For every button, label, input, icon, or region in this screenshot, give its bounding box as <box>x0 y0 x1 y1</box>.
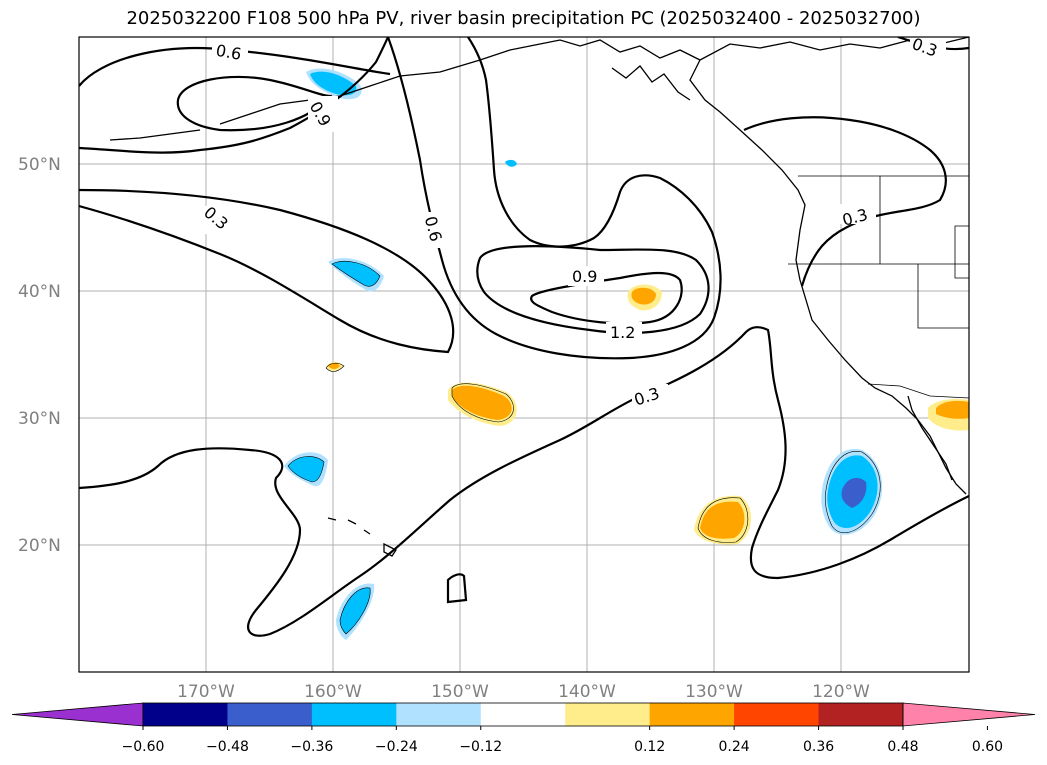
contour-label-bg <box>632 384 668 404</box>
colorbar-segment <box>396 703 482 726</box>
precip-outline <box>287 456 325 483</box>
colorbar-segment <box>734 703 820 726</box>
colorbar-tick-label: 0.36 <box>803 739 834 755</box>
contour-label-bg <box>212 41 248 61</box>
colorbar-tick-label: 0.24 <box>719 739 750 755</box>
lat-tick-labels: 50°N 40°N 30°N 20°N <box>18 155 61 556</box>
lon-tick-120w: 120°W <box>812 682 870 702</box>
southeast-alaska-islands <box>611 65 691 101</box>
precip-outline <box>325 362 345 372</box>
colorbar-segment <box>311 703 397 726</box>
colorbar-tick-label: −0.60 <box>122 739 165 755</box>
precip-blob-negative <box>310 71 357 96</box>
lon-tick-labels: 170°W 160°W 150°W 140°W 130°W 120°W <box>177 682 870 702</box>
precip-blob-negative <box>340 587 371 634</box>
colorbar-tick-label: 0.12 <box>634 739 665 755</box>
colorbar-tick-label: −0.24 <box>375 739 418 755</box>
colorbar-tick-label: 0.60 <box>972 739 1003 755</box>
colorbar-tick-labels: −0.60 −0.48 −0.36 −0.24 −0.12 0.12 0.24 0.36 0.4… <box>122 726 1003 755</box>
contour-labels: 0.6 0.9 0.3 0.6 0.9 1.2 0.3 0.3 0.3 <box>198 34 946 410</box>
contour-0-3-east <box>743 116 947 287</box>
contour-label-bg <box>198 206 234 234</box>
contour-label-bg <box>606 322 642 342</box>
baja-california-coast <box>907 395 953 481</box>
colorbar-segment <box>227 703 313 726</box>
lon-tick-160w: 160°W <box>304 682 362 702</box>
hawaii-islands <box>327 517 397 557</box>
lon-tick-170w: 170°W <box>177 682 235 702</box>
colorbar-tick-label: 0.48 <box>887 739 918 755</box>
us-mexico-border <box>867 383 969 399</box>
contour-label-bg <box>568 266 604 286</box>
contour-label-bg <box>840 204 876 224</box>
contour-label-0-9-b: 0.9 <box>572 267 597 286</box>
colorbar-tick-label: −0.48 <box>206 739 249 755</box>
colorbar-segment <box>818 703 904 726</box>
precip-outline <box>451 383 514 423</box>
precip-outline <box>331 261 381 287</box>
precip-blob-positive <box>452 385 512 420</box>
precip-blob-positive <box>700 501 745 539</box>
colorbar-extend-low <box>11 702 144 727</box>
map-background <box>79 37 969 672</box>
contour-label-bg <box>910 38 946 58</box>
lat-tick-30n: 30°N <box>18 409 61 429</box>
contour-label-1-2: 1.2 <box>610 323 635 342</box>
gridlines <box>79 37 969 672</box>
us-state-lines <box>788 176 969 329</box>
colorbar <box>11 702 1036 727</box>
precip-blob-negative <box>505 159 517 167</box>
colorbar-extend-high <box>902 702 1036 727</box>
precip-outlines <box>287 261 881 635</box>
precip-outline <box>824 451 881 534</box>
colorbar-segment <box>565 703 651 726</box>
colorbar-tick-label: −0.36 <box>290 739 333 755</box>
contour-label-bg <box>422 212 448 248</box>
lon-tick-140w: 140°W <box>558 682 616 702</box>
state-outline <box>954 225 969 279</box>
contour-0-6-ridge <box>386 37 722 360</box>
lat-tick-20n: 20°N <box>18 536 61 556</box>
precip-outline <box>697 497 749 543</box>
precip-blob-positive <box>936 400 969 419</box>
colorbar-tick-label: −0.12 <box>459 739 502 755</box>
precip-blob-negative <box>841 477 867 508</box>
contour-label-0-6-a: 0.6 <box>214 41 242 64</box>
contour-0-3-west <box>79 188 455 354</box>
map-frame <box>78 36 970 673</box>
colorbar-segment <box>143 703 228 726</box>
lat-tick-50n: 50°N <box>18 155 61 175</box>
contour-0-6-lower <box>79 37 390 154</box>
map-title: 2025032200 F108 500 hPa PV, river basin … <box>126 8 921 29</box>
precip-blob-positive <box>328 363 340 369</box>
contour-0-3-small <box>446 573 468 604</box>
precip-blob-negative <box>288 456 324 482</box>
colorbar-frame <box>142 702 904 727</box>
lon-tick-130w: 130°W <box>685 682 743 702</box>
precip-shading <box>284 68 969 640</box>
north-america-coast <box>689 37 969 495</box>
contour-0-9-center <box>476 245 710 335</box>
colorbar-segment <box>480 703 566 726</box>
aleutian-islands <box>109 129 201 141</box>
precip-blob-positive <box>631 287 656 305</box>
contour-0-3-main <box>79 326 969 637</box>
lon-tick-150w: 150°W <box>431 682 489 702</box>
contour-label-bg <box>308 96 338 132</box>
map-plot-area: 0.6 0.9 0.3 0.6 0.9 1.2 0.3 0.3 0.3 <box>78 34 970 673</box>
precip-outline <box>339 587 371 635</box>
precip-blob-negative <box>332 261 380 287</box>
colorbar-segment <box>649 703 735 726</box>
lat-tick-40n: 40°N <box>18 282 61 302</box>
borders <box>788 175 969 399</box>
